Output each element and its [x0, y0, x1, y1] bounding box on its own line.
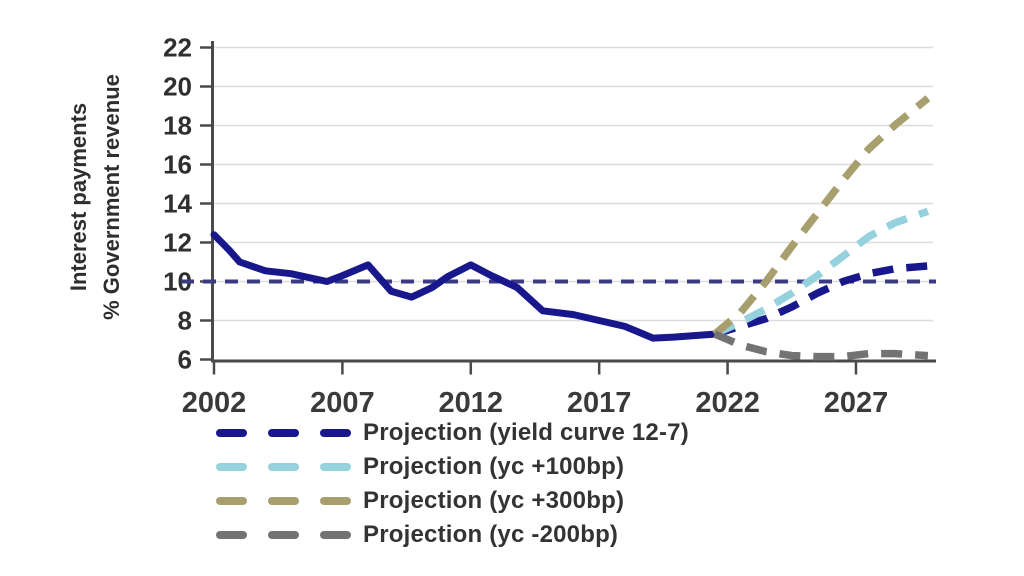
legend-dash-swatch-icon: [216, 429, 351, 437]
legend-label: Projection (yc +100bp): [363, 453, 625, 480]
series-line-projection-yield-curve-12-7: [713, 262, 929, 338]
legend-dash-swatch-icon: [216, 497, 351, 505]
y-tick-label-20: 20: [163, 72, 192, 102]
y-tick-label-22: 22: [163, 33, 192, 63]
x-tick-label-2012: 2012: [439, 387, 504, 419]
legend-item-projection-yc-plus-100bp: Projection (yc +100bp): [216, 450, 689, 484]
y-tick-label-14: 14: [163, 189, 192, 219]
series-line-projection-yc-minus-200bp: [713, 330, 929, 361]
series-line-projection-yc-plus-100bp: [713, 207, 930, 338]
y-tick-label-8: 8: [178, 306, 192, 336]
y-tick-label-6: 6: [178, 345, 192, 375]
x-tick-label-2017: 2017: [567, 387, 632, 419]
legend-label: Projection (yield curve 12-7): [363, 419, 689, 446]
x-tick-label-2002: 2002: [182, 387, 247, 419]
legend-label: Projection (yc +300bp): [363, 487, 625, 514]
legend-item-projection-yield-curve-12-7: Projection (yield curve 12-7): [216, 416, 689, 450]
x-tick-label-2007: 2007: [310, 387, 375, 419]
legend-item-projection-yc-plus-300bp: Projection (yc +300bp): [216, 484, 689, 518]
x-tick-label-2027: 2027: [824, 387, 889, 419]
chart-legend: Projection (yield curve 12-7) Projection …: [216, 416, 689, 552]
x-tick-label-2022: 2022: [695, 387, 760, 419]
series-line-historical: [210, 231, 719, 342]
legend-item-projection-yc-minus-200bp: Projection (yc -200bp): [216, 518, 689, 552]
legend-dash-swatch-icon: [216, 531, 351, 539]
legend-label: Projection (yc -200bp): [363, 521, 619, 548]
legend-dash-swatch-icon: [216, 463, 351, 471]
y-tick-label-18: 18: [163, 111, 192, 141]
y-tick-label-16: 16: [163, 150, 192, 180]
series-line-projection-yc-plus-300bp: [712, 95, 931, 337]
y-tick-label-12: 12: [163, 228, 192, 258]
